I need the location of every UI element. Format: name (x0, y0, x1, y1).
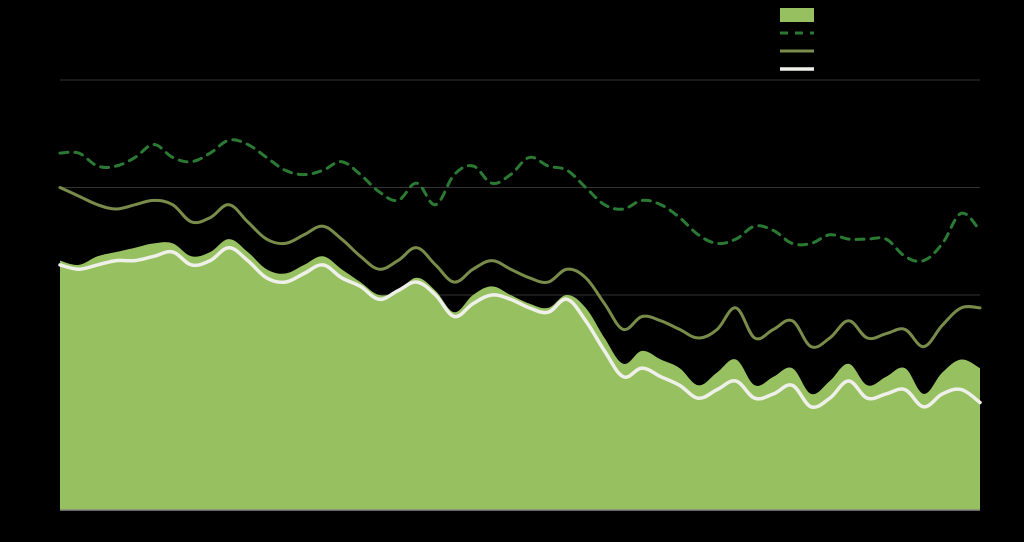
legend-item-area (780, 6, 814, 24)
legend-swatch-area (780, 8, 814, 22)
legend-swatch-dashed (780, 26, 814, 40)
chart-root (0, 0, 1024, 542)
legend (780, 6, 814, 78)
legend-item-olive (780, 42, 814, 60)
legend-swatch-olive (780, 44, 814, 58)
legend-item-white (780, 60, 814, 78)
chart-svg (0, 0, 1024, 542)
legend-item-dashed (780, 24, 814, 42)
legend-swatch-white (780, 62, 814, 76)
